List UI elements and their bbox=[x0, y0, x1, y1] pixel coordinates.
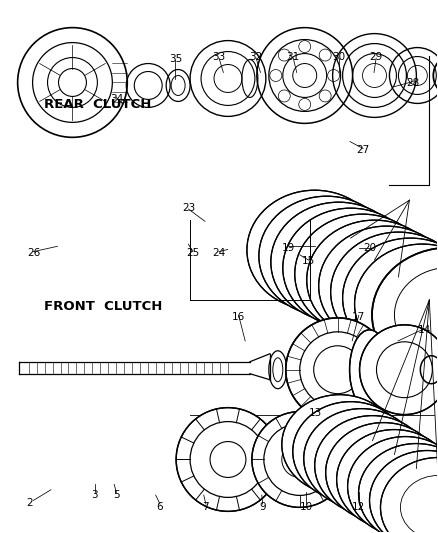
Ellipse shape bbox=[350, 330, 389, 410]
Circle shape bbox=[360, 325, 438, 415]
Text: 10: 10 bbox=[300, 502, 313, 512]
Text: 13: 13 bbox=[308, 408, 321, 418]
Ellipse shape bbox=[359, 443, 438, 533]
Text: 12: 12 bbox=[352, 502, 365, 512]
Text: 26: 26 bbox=[27, 248, 40, 258]
Text: 2: 2 bbox=[26, 498, 32, 508]
Text: 3: 3 bbox=[91, 490, 98, 500]
Ellipse shape bbox=[304, 409, 419, 508]
Ellipse shape bbox=[331, 232, 438, 352]
Text: 28: 28 bbox=[406, 78, 420, 88]
Ellipse shape bbox=[348, 437, 438, 533]
Text: 34: 34 bbox=[110, 94, 123, 104]
Text: 31: 31 bbox=[286, 52, 300, 61]
Text: 32: 32 bbox=[250, 52, 263, 61]
Text: 23: 23 bbox=[182, 203, 195, 213]
Text: 6: 6 bbox=[157, 502, 163, 512]
Ellipse shape bbox=[293, 402, 408, 502]
Text: 35: 35 bbox=[169, 54, 182, 64]
Ellipse shape bbox=[271, 202, 406, 322]
Text: 14: 14 bbox=[417, 325, 431, 335]
Text: REAR  CLUTCH: REAR CLUTCH bbox=[44, 98, 152, 111]
Ellipse shape bbox=[283, 208, 418, 328]
Text: 5: 5 bbox=[113, 490, 120, 500]
Text: 25: 25 bbox=[186, 248, 199, 258]
Ellipse shape bbox=[282, 394, 397, 495]
Text: 27: 27 bbox=[357, 144, 370, 155]
Ellipse shape bbox=[355, 244, 438, 364]
Text: 7: 7 bbox=[203, 502, 209, 512]
Text: 16: 16 bbox=[232, 312, 245, 322]
Ellipse shape bbox=[372, 247, 438, 382]
Ellipse shape bbox=[247, 190, 382, 310]
Ellipse shape bbox=[337, 430, 438, 529]
Text: 17: 17 bbox=[352, 312, 365, 322]
Ellipse shape bbox=[319, 226, 438, 346]
Ellipse shape bbox=[343, 238, 438, 358]
Ellipse shape bbox=[307, 220, 438, 340]
Circle shape bbox=[252, 411, 348, 507]
Circle shape bbox=[286, 318, 389, 422]
Circle shape bbox=[176, 408, 280, 511]
Text: 15: 15 bbox=[302, 256, 315, 266]
Ellipse shape bbox=[295, 214, 430, 334]
Ellipse shape bbox=[314, 416, 430, 515]
Text: FRONT  CLUTCH: FRONT CLUTCH bbox=[44, 300, 163, 313]
Ellipse shape bbox=[326, 423, 438, 522]
Text: 30: 30 bbox=[332, 52, 346, 61]
Ellipse shape bbox=[370, 450, 438, 533]
Ellipse shape bbox=[259, 196, 395, 316]
Text: 20: 20 bbox=[363, 243, 376, 253]
Text: 29: 29 bbox=[370, 52, 383, 61]
Text: 9: 9 bbox=[259, 502, 266, 512]
Text: 19: 19 bbox=[282, 243, 296, 253]
Ellipse shape bbox=[381, 457, 438, 533]
Text: 33: 33 bbox=[212, 52, 226, 61]
Text: 24: 24 bbox=[212, 248, 226, 258]
